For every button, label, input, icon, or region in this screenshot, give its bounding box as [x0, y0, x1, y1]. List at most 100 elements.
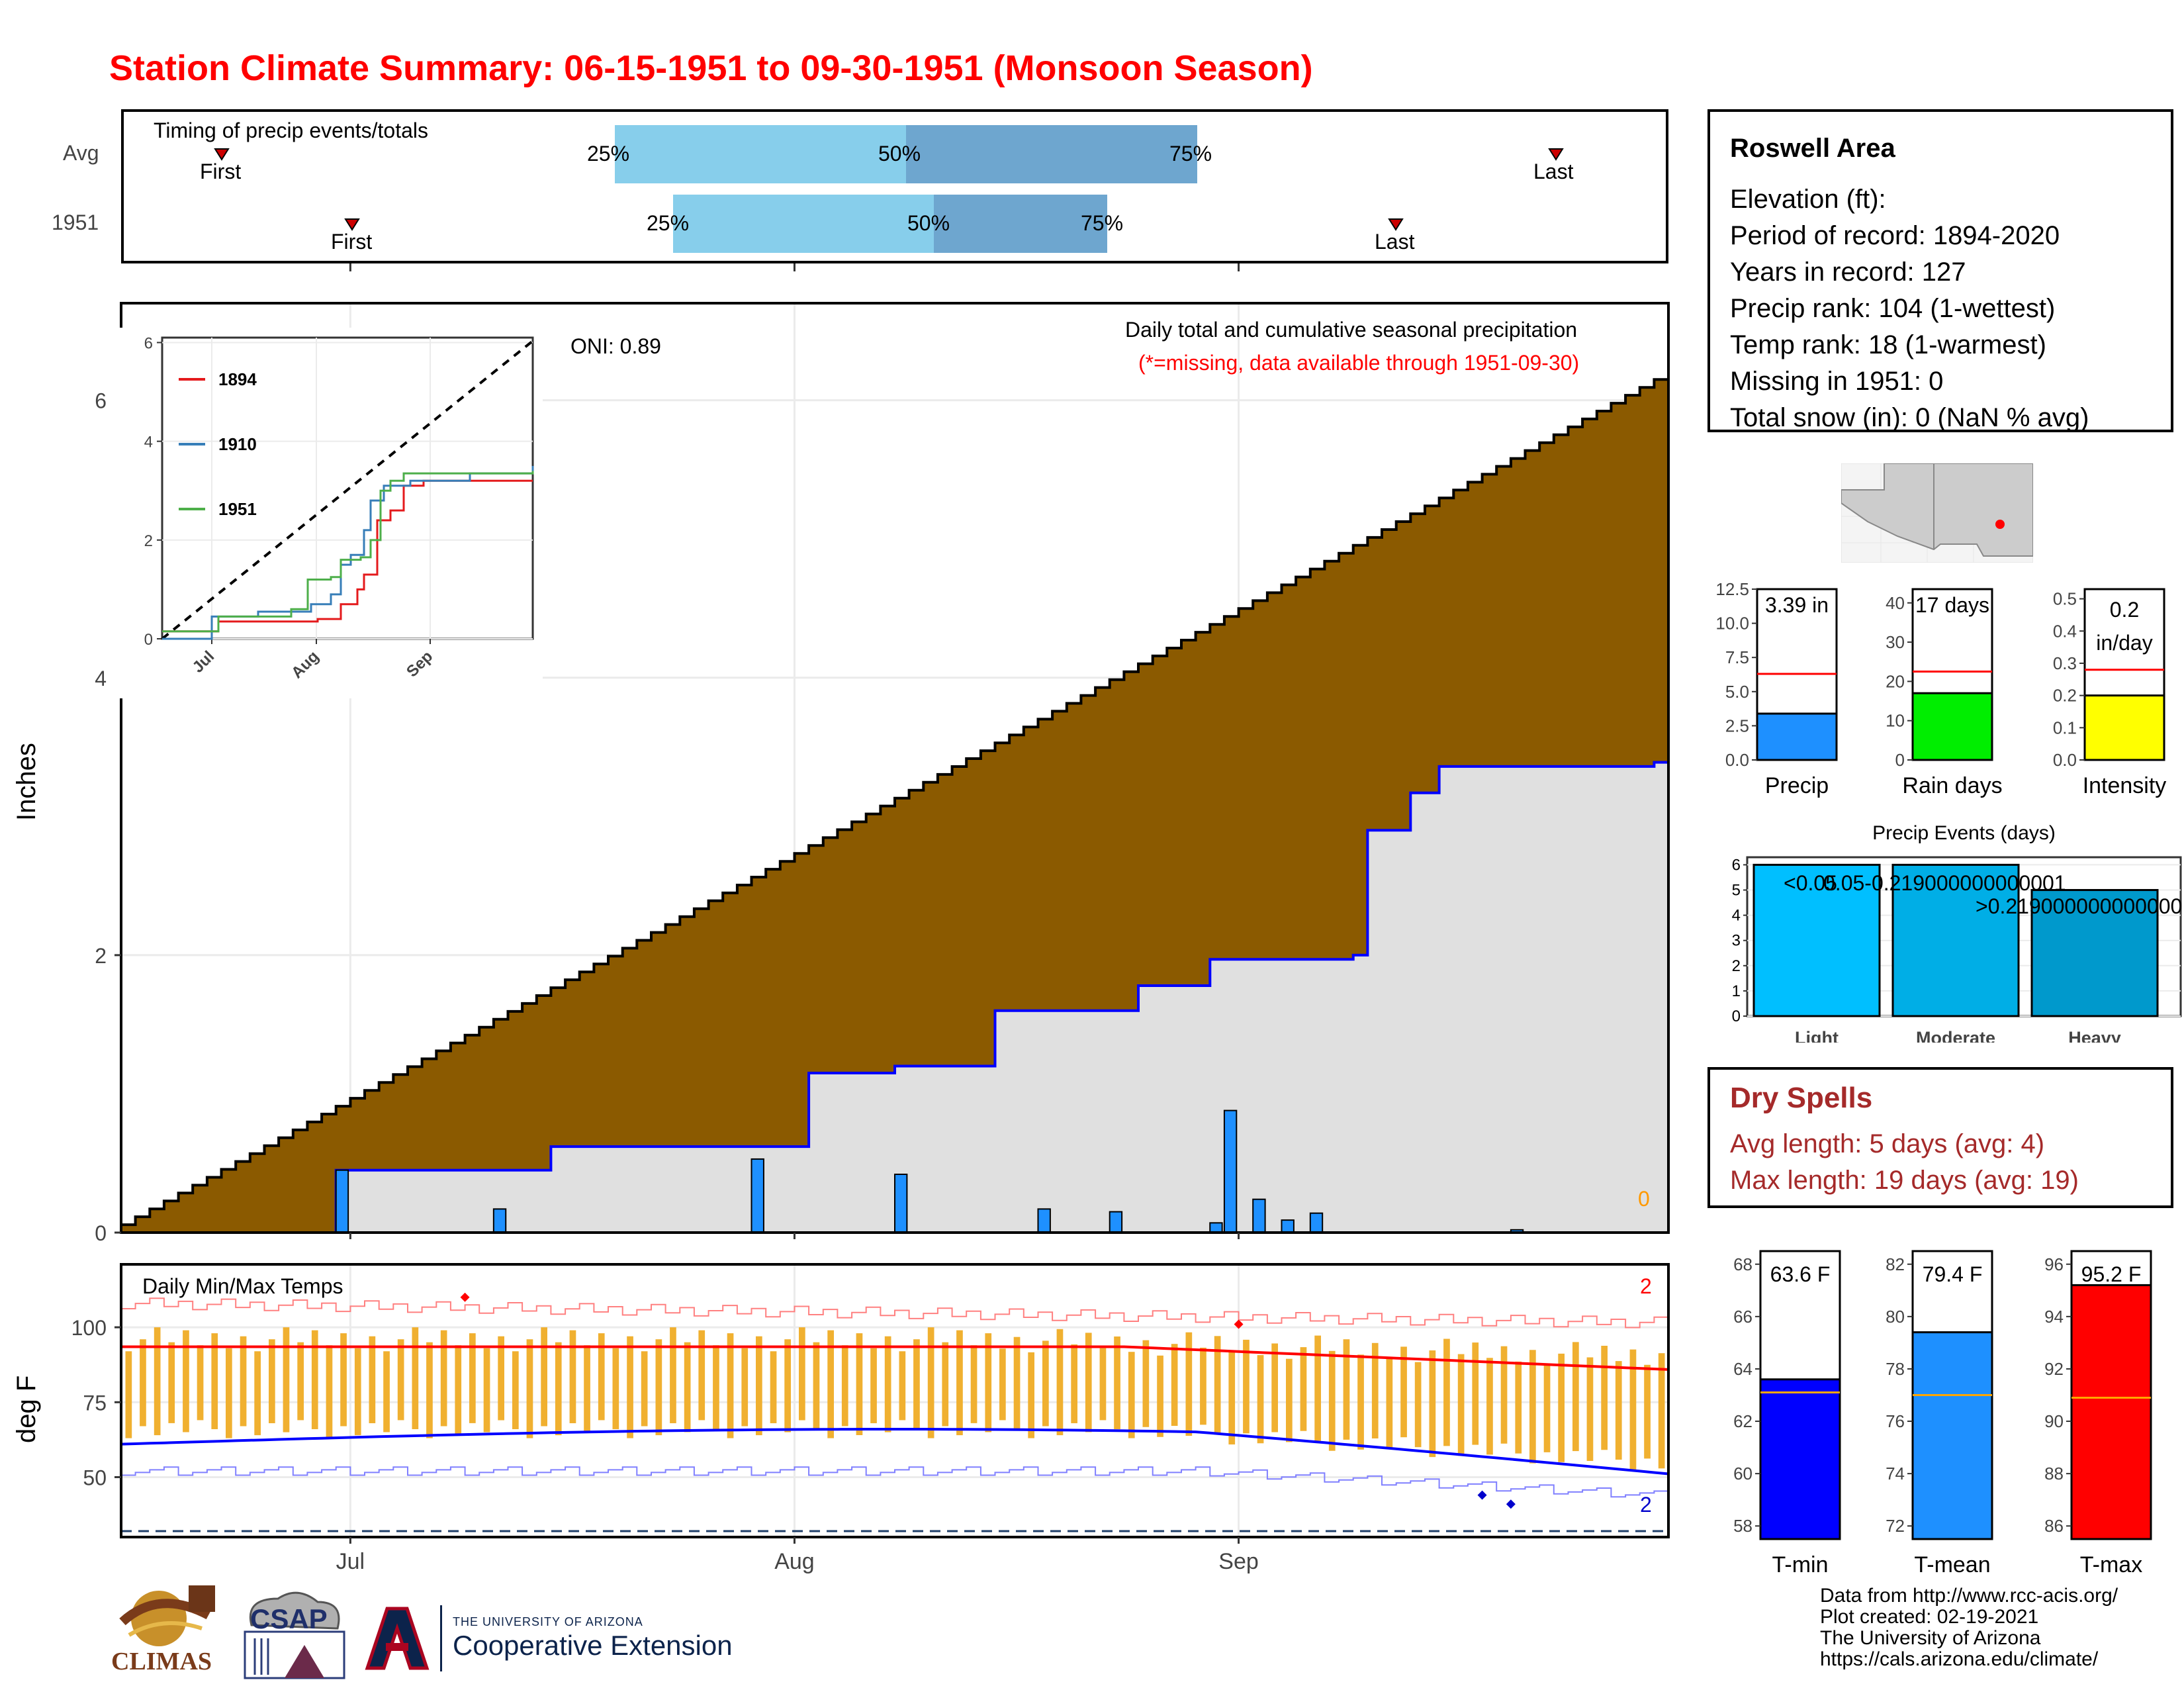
location-map — [1841, 463, 2033, 563]
daily-temp-bar — [1472, 1342, 1479, 1445]
daily-temp-bar — [985, 1333, 992, 1432]
daily-temp-bar — [168, 1342, 175, 1423]
tgauge-ytick-label: 68 — [1733, 1254, 1752, 1274]
daily-temp-bar — [1071, 1344, 1077, 1423]
dry-spells-title: Dry Spells — [1730, 1082, 1873, 1114]
inset-ytick-label: 4 — [144, 434, 153, 451]
station-period: Period of record: 1894-2020 — [1730, 221, 2060, 250]
daily-temp-bar — [899, 1351, 906, 1421]
summary-gauges: 0.0 2.5 5.0 7.5 10.0 12.5 Precip 0 10 20 30 40 Rain … — [1715, 579, 2167, 798]
y1951-p25-label: 25% — [647, 211, 690, 235]
tgauge-bar-tmean — [1911, 1331, 1993, 1540]
daily-temp-bar — [1243, 1339, 1250, 1434]
daily-temp-bar — [1515, 1361, 1522, 1454]
gauge-bar-intensity — [2083, 694, 2165, 761]
gauge-ytick-label: 0.3 — [2053, 653, 2077, 673]
daily-temp-bar — [813, 1342, 820, 1429]
events-ytick-label: 1 — [1732, 982, 1741, 1000]
daily-temp-bar — [1185, 1332, 1193, 1436]
tgauge-label-tmean: T-mean — [1914, 1552, 1990, 1577]
avg-first-label: First — [200, 160, 242, 183]
tgauge-value-tmean: 79.4 F — [1923, 1262, 1983, 1286]
daily-temp-bar — [598, 1333, 605, 1421]
ua-divider — [440, 1605, 442, 1671]
daily-temp-bar — [670, 1327, 676, 1423]
precip-chart: 0 2 4 6 — [95, 263, 1670, 1245]
year-cumulative-area — [121, 762, 1668, 1233]
precip-ytick-label: 0 — [95, 1221, 107, 1245]
tgauge-ytick-label: 60 — [1733, 1464, 1752, 1483]
events-bar-label: 0.05-0.219000000000001 — [1823, 871, 2066, 895]
precip-ytick-label: 6 — [95, 389, 107, 413]
events-bar — [1891, 863, 2020, 1017]
daily-temp-bar — [1099, 1348, 1107, 1421]
dry-spells-avg: Avg length: 5 days (avg: 4) — [1730, 1129, 2045, 1158]
daily-temp-bar — [841, 1345, 848, 1427]
daily-temp-bar — [1157, 1355, 1163, 1437]
daily-temp-bar — [254, 1351, 261, 1436]
temp-xtick-label: Aug — [774, 1549, 815, 1574]
tgauge-ytick-label: 94 — [2044, 1307, 2064, 1327]
daily-temp-bar — [1056, 1329, 1064, 1436]
daily-temp-bar — [1013, 1336, 1021, 1429]
gauge-label-intensity: Intensity — [2083, 773, 2167, 798]
y1951-last-label: Last — [1375, 230, 1415, 254]
tgauge-ytick-label: 78 — [1886, 1359, 1905, 1379]
daily-precip-bar — [335, 1169, 349, 1234]
daily-temp-bar — [1414, 1362, 1422, 1448]
daily-temp-bar — [956, 1330, 963, 1436]
csap-logo — [244, 1591, 345, 1679]
events-title: Precip Events (days) — [1872, 822, 2056, 844]
tgauge-ytick-label: 74 — [1886, 1464, 1905, 1483]
daily-temp-bar — [1586, 1357, 1594, 1461]
tgauge-value-tmin: 63.6 F — [1770, 1262, 1831, 1286]
avg-p25-label: 25% — [587, 142, 630, 165]
daily-temp-bar — [555, 1342, 562, 1436]
daily-temp-bar — [1128, 1352, 1135, 1438]
inset-legend-label: 1910 — [218, 434, 257, 454]
daily-temp-bar — [1300, 1347, 1307, 1431]
tgauge-ytick-label: 64 — [1733, 1359, 1752, 1379]
tgauge-ytick-label: 72 — [1886, 1516, 1905, 1536]
daily-temp-bar — [1500, 1346, 1508, 1444]
tgauge-bar-tmax — [2070, 1284, 2152, 1540]
tgauge-label-tmin: T-min — [1772, 1552, 1829, 1577]
daily-temp-bar — [884, 1336, 891, 1432]
precip-events-chart: Precip Events (days) 0 1 2 3 4 5 6 Light Moderate… — [1732, 822, 2183, 1043]
daily-precip-bar — [1223, 1109, 1238, 1233]
daily-temp-bar — [483, 1348, 490, 1432]
daily-temp-bar — [1114, 1336, 1120, 1429]
daily-temp-bar — [526, 1339, 533, 1438]
temp-xtick-label: Jul — [336, 1549, 365, 1574]
oni-label: ONI: 0.89 — [570, 334, 661, 358]
daily-precip-bar — [1109, 1211, 1123, 1233]
daily-temp-bar — [541, 1327, 547, 1427]
gauge-value-intensity: 0.2 — [2110, 598, 2139, 622]
daily-temp-bar — [1629, 1349, 1637, 1470]
daily-temp-bar — [770, 1351, 777, 1423]
daily-temp-bar — [283, 1327, 290, 1432]
daily-temp-bar — [397, 1339, 404, 1421]
footer-source: Data from http://www.rcc-acis.org/ — [1820, 1585, 2118, 1607]
climas-logo — [119, 1585, 215, 1646]
tgauge-ytick-label: 62 — [1733, 1411, 1752, 1431]
events-ytick-label: 2 — [1732, 957, 1741, 975]
daily-temp-bar — [727, 1333, 734, 1438]
gauge-ytick-label: 0.2 — [2053, 686, 2077, 706]
gauge-label-precip: Precip — [1765, 773, 1829, 798]
inset-legend-label: 1951 — [218, 499, 257, 519]
tgauge-ytick-label: 86 — [2044, 1516, 2064, 1536]
timing-panel: Timing of precip events/totals 25% 50% 7… — [121, 109, 1668, 263]
daily-temp-bar — [440, 1330, 447, 1427]
record-low-count: 2 — [1640, 1493, 1652, 1517]
daily-temp-bar — [1286, 1358, 1293, 1442]
gauge-ytick-label: 2.5 — [1725, 716, 1749, 735]
station-location-dot — [1995, 520, 2005, 529]
daily-temp-bar — [354, 1348, 361, 1436]
tgauge-ytick-label: 76 — [1886, 1411, 1905, 1431]
daily-temp-bar — [1543, 1365, 1551, 1452]
daily-temp-bar — [1085, 1333, 1092, 1432]
station-elevation: Elevation (ft): — [1730, 185, 1886, 214]
station-name: Roswell Area — [1730, 134, 1895, 163]
daily-temp-bar — [1171, 1344, 1178, 1426]
